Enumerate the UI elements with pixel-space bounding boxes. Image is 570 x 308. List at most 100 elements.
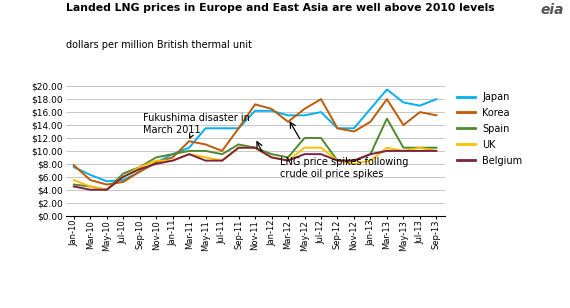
Belgium: [153, 162, 160, 166]
Japan: [334, 126, 341, 130]
Belgium: [252, 146, 259, 149]
Korea: [417, 110, 424, 114]
Japan: [136, 170, 143, 173]
Japan: [153, 161, 160, 164]
UK: [136, 165, 143, 169]
Korea: [400, 123, 407, 127]
Belgium: [186, 152, 193, 156]
Belgium: [367, 152, 374, 156]
Japan: [235, 126, 242, 130]
Japan: [186, 146, 193, 149]
Japan: [202, 126, 209, 130]
Spain: [186, 149, 193, 153]
Japan: [219, 126, 226, 130]
Spain: [103, 188, 110, 192]
Line: UK: UK: [74, 148, 437, 190]
Spain: [252, 146, 259, 149]
UK: [252, 146, 259, 149]
Belgium: [235, 146, 242, 149]
Korea: [317, 97, 324, 101]
Belgium: [103, 188, 110, 192]
Line: Korea: Korea: [74, 99, 437, 184]
Belgium: [136, 167, 143, 171]
UK: [284, 159, 291, 163]
Korea: [120, 180, 127, 184]
Japan: [169, 152, 176, 156]
Spain: [268, 152, 275, 156]
Japan: [252, 109, 259, 113]
UK: [334, 159, 341, 163]
Belgium: [384, 149, 390, 153]
Belgium: [268, 156, 275, 159]
Japan: [351, 126, 357, 130]
Spain: [384, 117, 390, 120]
UK: [433, 149, 440, 153]
Belgium: [120, 175, 127, 179]
Spain: [136, 165, 143, 169]
Spain: [202, 149, 209, 153]
Korea: [284, 120, 291, 124]
UK: [417, 146, 424, 149]
Text: Landed LNG prices in Europe and East Asia are well above 2010 levels: Landed LNG prices in Europe and East Asi…: [66, 3, 494, 13]
UK: [202, 156, 209, 159]
Line: Belgium: Belgium: [74, 148, 437, 190]
Spain: [284, 156, 291, 159]
Japan: [103, 180, 110, 183]
UK: [351, 162, 357, 166]
Spain: [120, 172, 127, 175]
Text: LNG price spikes following
crude oil price spikes: LNG price spikes following crude oil pri…: [280, 157, 408, 179]
Spain: [433, 146, 440, 149]
Text: dollars per million British thermal unit: dollars per million British thermal unit: [66, 40, 251, 50]
Japan: [317, 110, 324, 114]
UK: [268, 156, 275, 159]
Belgium: [334, 159, 341, 163]
Spain: [153, 156, 160, 159]
Japan: [87, 173, 93, 177]
UK: [87, 184, 93, 188]
Legend: Japan, Korea, Spain, UK, Belgium: Japan, Korea, Spain, UK, Belgium: [453, 88, 527, 170]
Korea: [219, 149, 226, 153]
Belgium: [317, 152, 324, 156]
Spain: [169, 152, 176, 156]
UK: [103, 188, 110, 192]
Korea: [103, 183, 110, 186]
Japan: [417, 104, 424, 107]
Spain: [235, 143, 242, 146]
Belgium: [169, 159, 176, 163]
Spain: [70, 183, 77, 186]
Korea: [169, 156, 176, 159]
Korea: [87, 178, 93, 182]
Belgium: [400, 149, 407, 153]
Japan: [268, 109, 275, 113]
Korea: [433, 113, 440, 117]
Text: Fukushima disaster in
March 2011: Fukushima disaster in March 2011: [143, 113, 250, 138]
UK: [400, 149, 407, 153]
Korea: [70, 163, 77, 167]
Japan: [284, 113, 291, 117]
UK: [120, 175, 127, 179]
Japan: [400, 100, 407, 104]
Spain: [219, 152, 226, 156]
Japan: [301, 113, 308, 117]
Japan: [70, 165, 77, 169]
Spain: [87, 184, 93, 188]
Japan: [384, 87, 390, 91]
Spain: [317, 136, 324, 140]
Korea: [136, 170, 143, 173]
Spain: [334, 159, 341, 163]
Korea: [351, 130, 357, 133]
UK: [219, 159, 226, 163]
Korea: [367, 120, 374, 124]
Korea: [334, 126, 341, 130]
Spain: [367, 152, 374, 156]
Korea: [153, 161, 160, 164]
Korea: [268, 107, 275, 111]
Text: eia: eia: [541, 3, 564, 17]
Korea: [235, 126, 242, 130]
Belgium: [219, 159, 226, 163]
Belgium: [87, 188, 93, 192]
Belgium: [351, 159, 357, 163]
UK: [367, 159, 374, 163]
UK: [153, 159, 160, 163]
Line: Japan: Japan: [74, 89, 437, 181]
